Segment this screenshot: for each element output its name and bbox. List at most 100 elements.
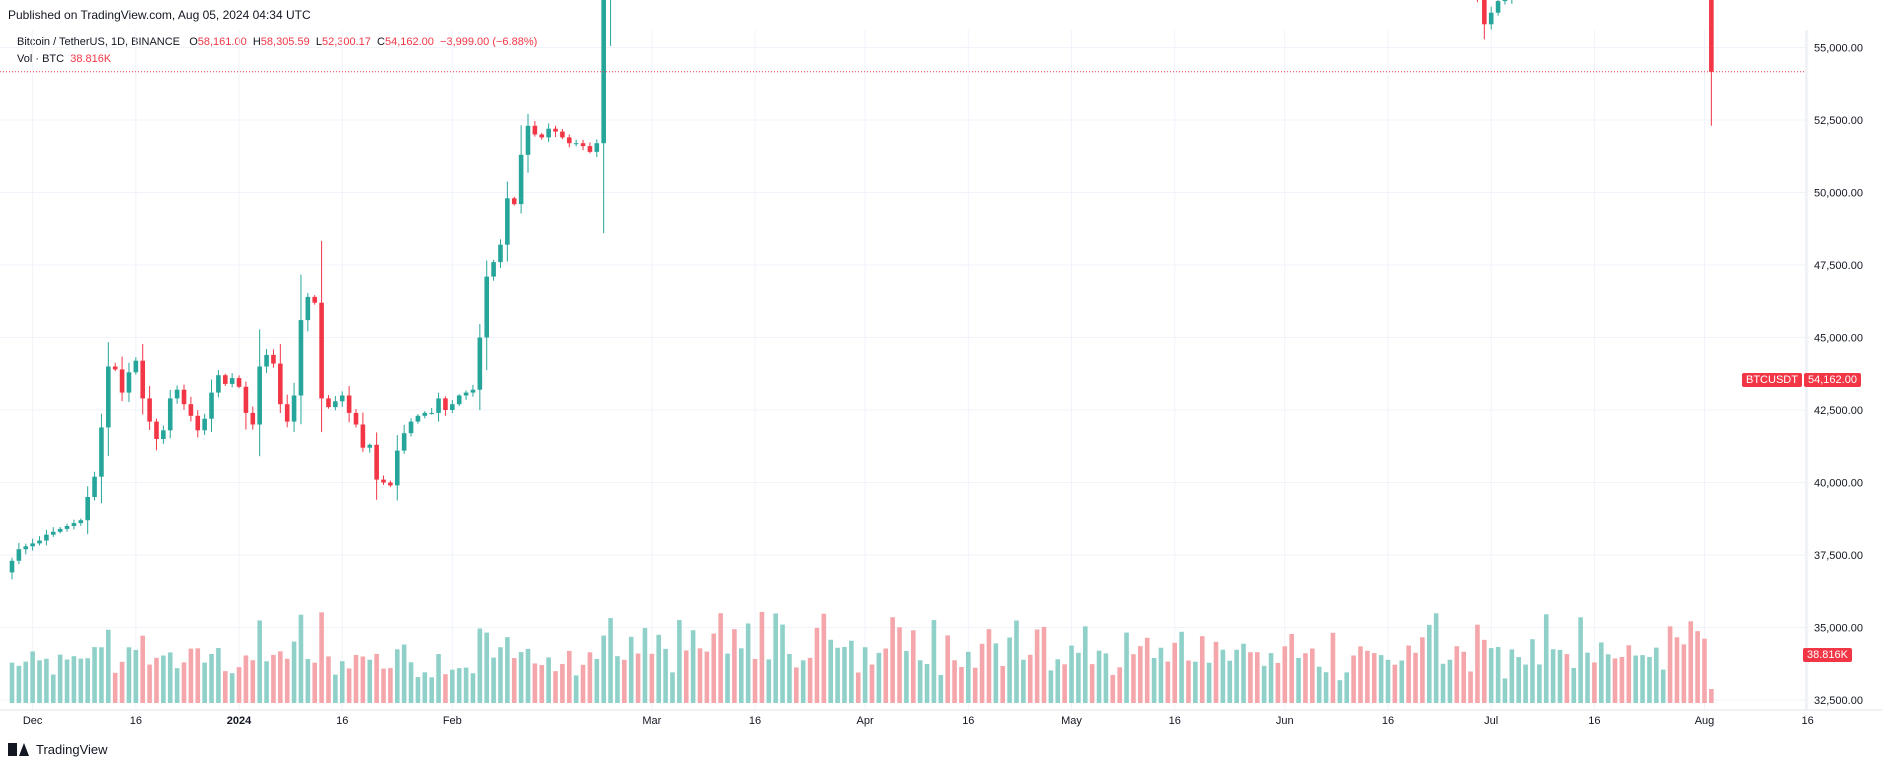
- volume-bar: [339, 661, 345, 703]
- candle-body: [106, 366, 111, 428]
- volume-bar: [1564, 654, 1570, 703]
- price-tag-value: 54,162.00: [1804, 373, 1861, 387]
- volume-bar: [1323, 672, 1329, 703]
- volume-bar: [436, 653, 441, 703]
- volume-bar: [394, 649, 400, 703]
- volume-bar: [374, 653, 379, 703]
- symbol-name[interactable]: Bitcoin / TetherUS, 1D, BINANCE: [17, 36, 181, 48]
- candle-body: [257, 366, 262, 425]
- volume-bar: [1048, 670, 1054, 703]
- volume-bar: [367, 659, 373, 703]
- volume-bar: [1296, 657, 1301, 703]
- candle-body: [560, 131, 565, 138]
- volume-bar: [415, 677, 421, 703]
- volume-bar: [807, 657, 813, 703]
- volume-bar: [9, 662, 15, 703]
- time-tick-label: Jul: [1484, 715, 1498, 727]
- volume-bar: [855, 672, 861, 703]
- volume-legend: Vol · BTC 38.816K: [17, 53, 111, 65]
- price-tick-label: 40,000.00: [1814, 478, 1863, 490]
- volume-bar: [800, 660, 806, 703]
- candle-body: [339, 395, 345, 402]
- price-tick-label: 55,000.00: [1814, 43, 1863, 55]
- volume-bar: [1413, 652, 1418, 703]
- volume-label[interactable]: Vol · BTC: [17, 53, 65, 65]
- candle-body: [119, 369, 125, 393]
- volume-bar: [78, 658, 84, 703]
- volume-bar: [92, 647, 97, 703]
- candle-body: [92, 476, 97, 497]
- volume-bar: [1426, 624, 1432, 703]
- candle-body: [443, 398, 448, 410]
- volume-bar: [1069, 645, 1074, 703]
- time-tick-label: 16: [1588, 715, 1600, 727]
- time-tick-label: Jun: [1276, 715, 1294, 727]
- volume-bar: [1062, 664, 1067, 703]
- volume-bar: [1371, 653, 1377, 703]
- volume-bar: [1021, 659, 1026, 703]
- volume-bar: [1165, 661, 1171, 703]
- volume-bar: [752, 658, 758, 703]
- price-tick-label: 42,500.00: [1814, 405, 1863, 417]
- volume-bar: [993, 643, 999, 703]
- volume-bar: [1647, 656, 1652, 703]
- volume-bar: [154, 657, 159, 703]
- candle-body: [236, 378, 242, 387]
- volume-bar: [1330, 632, 1336, 703]
- volume-bar: [1543, 614, 1549, 703]
- candle-body: [388, 482, 393, 486]
- volume-bar: [1172, 642, 1178, 703]
- candle-body: [195, 415, 201, 431]
- time-tick-label: Dec: [23, 715, 43, 727]
- volume-bar: [1702, 638, 1707, 703]
- volume-bar: [1440, 663, 1446, 703]
- price-tick-label: 45,000.00: [1814, 333, 1863, 345]
- open-value: 58,161.00: [197, 36, 247, 48]
- volume-bar: [876, 652, 882, 703]
- time-tick-label: 16: [336, 715, 348, 727]
- volume-bar: [1007, 637, 1012, 703]
- volume-bar: [849, 640, 854, 703]
- volume-bar: [663, 648, 668, 703]
- candle-body: [594, 143, 600, 152]
- volume-bar: [683, 650, 689, 703]
- candle-body: [1495, 1, 1501, 13]
- volume-bar: [353, 654, 359, 703]
- volume-bar: [216, 648, 221, 703]
- volume-bar: [842, 646, 847, 703]
- volume-bar: [360, 656, 366, 703]
- candle-body: [9, 560, 15, 573]
- volume-bar: [1227, 660, 1233, 703]
- volume-bar: [573, 675, 579, 703]
- volume-bar: [1475, 624, 1480, 703]
- candle-body: [470, 389, 476, 393]
- tradingview-brand[interactable]: TradingView: [8, 742, 108, 757]
- volume-bar: [1096, 650, 1102, 703]
- candle-body: [333, 401, 338, 408]
- volume-bar: [99, 647, 104, 703]
- candle-body: [57, 528, 63, 532]
- volume-bar: [1351, 655, 1356, 703]
- volume-bar: [346, 668, 352, 703]
- candle-body: [360, 424, 366, 448]
- volume-bar: [50, 674, 56, 703]
- candle-body: [284, 404, 290, 422]
- candle-body: [126, 372, 132, 393]
- candle-body: [30, 543, 35, 547]
- volume-bar: [1144, 637, 1150, 703]
- candle-body: [250, 412, 256, 425]
- volume-bar: [1488, 648, 1494, 703]
- volume-bar: [71, 656, 77, 703]
- volume-bar: [319, 612, 324, 703]
- volume-bar: [1523, 664, 1528, 703]
- time-tick-label: Mar: [642, 715, 661, 727]
- volume-bar: [106, 629, 111, 703]
- volume-bar: [1598, 642, 1604, 703]
- volume-bar: [917, 660, 923, 703]
- price-tick-label: 37,500.00: [1814, 550, 1863, 562]
- volume-bar: [1234, 649, 1239, 703]
- volume-bar: [278, 651, 283, 703]
- volume-bar: [1027, 654, 1033, 703]
- volume-bar: [766, 659, 772, 703]
